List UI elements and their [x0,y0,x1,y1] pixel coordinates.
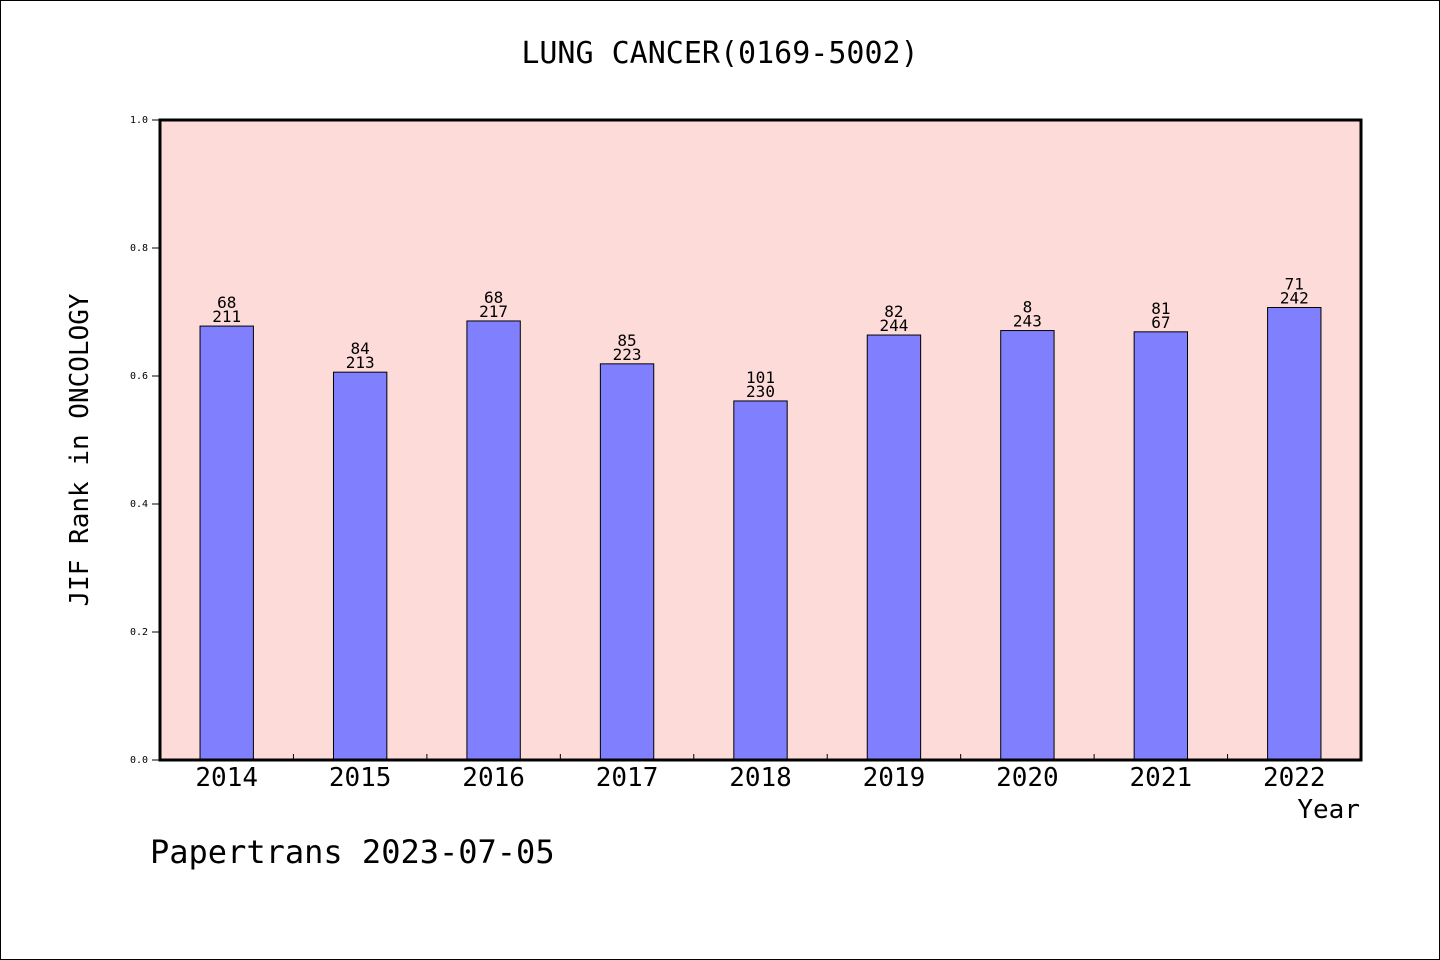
bar-2015 [332,371,388,761]
x-tick-label-2017: 2017 [596,763,659,793]
bar-label-rank-2022: 71 [1285,275,1304,294]
bar-2020 [1000,330,1055,761]
x-tick-label-2014: 2014 [195,763,258,793]
y-tick-label: 0.6 [130,371,148,382]
bar-2019 [866,334,922,761]
bar-2014 [199,325,254,761]
bar-2017 [599,363,655,761]
bar-label-rank-2015: 84 [351,339,370,358]
footer-credit: Papertrans 2023-07-05 [150,833,555,871]
bar-label-total-2020: 243 [1013,312,1042,331]
x-tick-label-2015: 2015 [329,763,392,793]
y-tick-label: 1.0 [130,115,148,126]
plot-border [158,118,1363,762]
bar-label-rank-2014: 68 [217,293,236,312]
bar-label-rank-2018: 101 [746,368,775,387]
bar-label-total-2017: 223 [613,345,642,364]
bar-label-total-2016: 217 [479,302,508,321]
bar-label-rank-2021: 81 [1151,299,1170,318]
bar-label-total-2019: 244 [879,316,908,335]
x-tick-label-2020: 2020 [996,763,1059,793]
bar-2021 [1133,331,1189,761]
bar-label-total-2018: 230 [746,382,775,401]
y-tick-label: 0.8 [130,243,148,254]
bar-2018 [733,400,788,761]
bar-label-total-2021: 67 [1151,313,1170,332]
bar-label-rank-2020: 8 [1023,298,1033,317]
x-tick-label-2021: 2021 [1130,763,1193,793]
chart-title: LUNG CANCER(0169-5002) [521,36,919,71]
bar-label-total-2022: 242 [1280,289,1309,308]
x-tick-label-2016: 2016 [462,763,525,793]
x-axis-label: Year [1297,795,1360,825]
bar-label-rank-2016: 68 [484,288,503,307]
bar-2022 [1267,307,1322,761]
y-tick-label: 0.2 [130,627,148,638]
y-tick-label: 0.4 [130,499,148,510]
y-tick-label: 0.0 [130,755,148,766]
x-tick-label-2022: 2022 [1263,763,1326,793]
bar-label-total-2015: 213 [346,353,375,372]
x-tick-label-2019: 2019 [863,763,926,793]
x-tick-label-2018: 2018 [729,763,792,793]
bar-label-rank-2019: 82 [884,302,903,321]
bar-2016 [466,320,521,761]
bar-label-total-2014: 211 [212,307,241,326]
bar-label-rank-2017: 85 [617,331,636,350]
